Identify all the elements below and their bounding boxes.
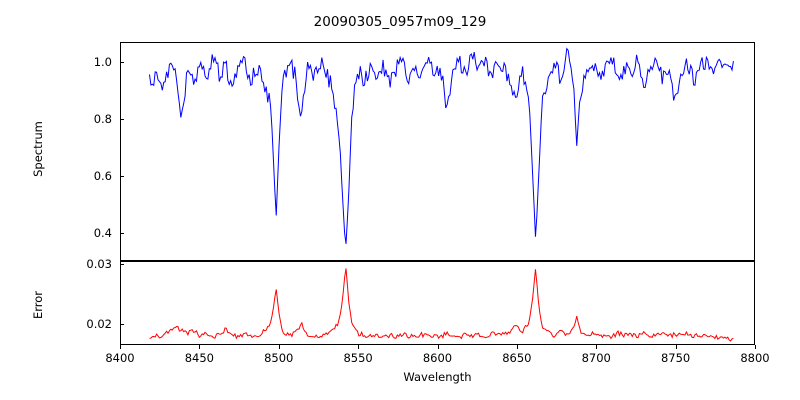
y-tick-mark — [120, 324, 124, 325]
x-tick-mark — [120, 345, 121, 349]
y-tick-mark — [120, 118, 124, 120]
x-tick-labels: 8400 8450 8500 8550 8600 8650 8700 8750 8800 — [105, 345, 770, 367]
spectrum-y-tick-labels: 0.4 0.6 0.8 1.0 — [66, 42, 124, 261]
error-axis-title: Error — [31, 290, 45, 320]
y-tick-label: 0.8 — [93, 111, 112, 126]
y-tick-label: 0.02 — [86, 317, 112, 331]
y-tick-mark — [120, 175, 124, 177]
x-tick-label: 8750 — [660, 351, 691, 365]
x-tick-label: 8550 — [343, 351, 373, 365]
y-tick-mark — [120, 61, 124, 63]
spectrum-trace — [149, 49, 733, 244]
x-tick-label: 8650 — [502, 351, 532, 365]
x-tick-label: 8500 — [264, 351, 294, 365]
x-tick-mark — [675, 345, 677, 349]
y-tick-label: 0.4 — [93, 225, 112, 240]
error-plot-area — [121, 262, 754, 344]
x-tick-mark — [596, 345, 598, 349]
y-tick-mark — [120, 232, 124, 234]
spectrum-panel — [120, 42, 755, 261]
x-tick-mark — [278, 345, 280, 349]
x-tick-label: 8600 — [422, 351, 453, 365]
x-axis-title: Wavelength — [403, 370, 472, 384]
y-tick-label: 0.03 — [86, 257, 112, 271]
x-tick-label: 8700 — [581, 351, 611, 365]
x-tick-mark — [199, 345, 201, 349]
y-tick-label: 0.6 — [93, 168, 112, 183]
x-tick-mark — [755, 345, 756, 349]
x-tick-mark — [437, 345, 439, 349]
x-tick-label: 8400 — [105, 351, 135, 365]
y-tick-mark — [120, 264, 124, 265]
spectrum-plot-area — [121, 43, 754, 260]
error-panel — [120, 261, 755, 345]
y-tick-label: 1.0 — [93, 54, 112, 69]
spectrum-axis-title: Spectrum — [31, 121, 45, 177]
x-tick-label: 8450 — [184, 351, 215, 365]
x-tick-label: 8800 — [740, 351, 770, 365]
x-tick-mark — [358, 345, 360, 349]
x-tick-mark — [516, 345, 518, 349]
chart-title: 20090305_0957m09_129 — [313, 14, 487, 30]
error-y-tick-labels: 0.02 0.03 — [66, 257, 124, 345]
error-trace — [149, 268, 733, 341]
